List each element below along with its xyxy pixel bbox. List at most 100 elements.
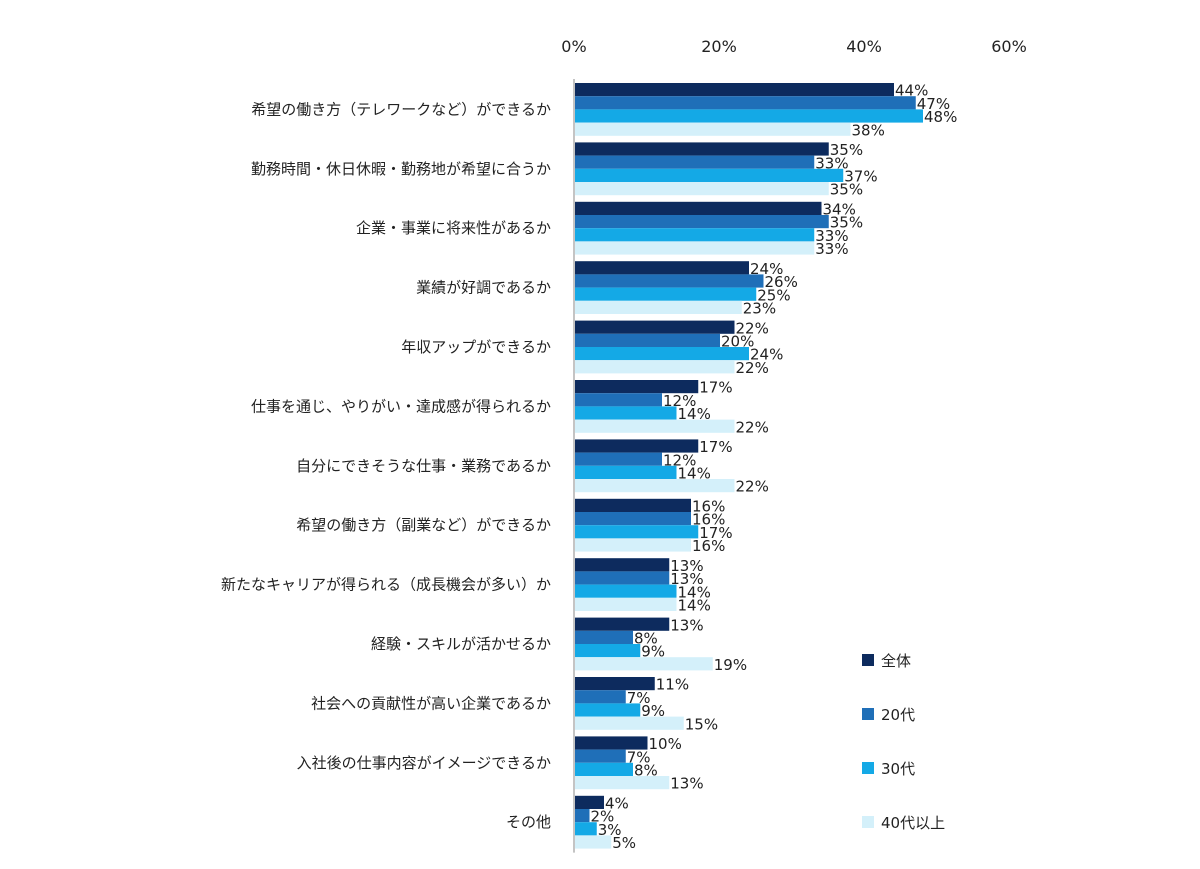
data-label: 33% xyxy=(815,227,848,245)
bar xyxy=(575,380,699,394)
bar xyxy=(575,512,691,526)
x-tick-label: 20% xyxy=(701,37,737,56)
bar xyxy=(575,657,713,671)
data-label: 7% xyxy=(627,748,651,766)
data-label: 35% xyxy=(830,181,863,199)
data-label: 3% xyxy=(598,821,622,839)
data-label: 33% xyxy=(815,154,848,172)
bar xyxy=(575,261,749,275)
bar xyxy=(575,835,612,849)
bar xyxy=(575,690,626,704)
bar xyxy=(575,736,648,750)
data-label: 14% xyxy=(678,405,711,423)
data-label: 44% xyxy=(895,82,928,100)
bar xyxy=(575,96,916,110)
legend-swatch xyxy=(862,708,874,720)
bar xyxy=(575,617,670,631)
category-label: 希望の働き方（副業など）ができるか xyxy=(296,516,551,534)
data-label: 19% xyxy=(714,656,747,674)
category-label: その他 xyxy=(506,813,551,831)
bar xyxy=(575,703,641,717)
bar xyxy=(575,822,597,836)
bar xyxy=(575,584,677,598)
data-label: 13% xyxy=(670,616,703,634)
category-label: 仕事を通じ、やりがい・達成感が得られるか xyxy=(251,397,551,415)
legend-swatch xyxy=(862,654,874,666)
bar xyxy=(575,360,735,374)
category-label: 企業・事業に将来性があるか xyxy=(356,219,551,237)
legend-label: 40代以上 xyxy=(881,814,945,832)
bar xyxy=(575,597,677,611)
bar xyxy=(575,465,677,479)
bar xyxy=(575,347,749,361)
data-label: 13% xyxy=(670,557,703,575)
legend-label: 全体 xyxy=(881,652,911,670)
category-label: 希望の働き方（テレワークなど）ができるか xyxy=(251,100,551,118)
data-label: 16% xyxy=(692,537,725,555)
bar xyxy=(575,274,764,288)
bar xyxy=(575,241,815,255)
data-label: 5% xyxy=(612,834,636,852)
category-label: 年収アップができるか xyxy=(401,338,551,356)
data-label: 35% xyxy=(830,214,863,232)
bar xyxy=(575,168,844,182)
bar xyxy=(575,215,829,229)
data-label: 14% xyxy=(678,597,711,615)
data-label: 14% xyxy=(678,465,711,483)
data-label: 37% xyxy=(844,168,877,186)
bar xyxy=(575,716,684,730)
bar xyxy=(575,182,829,196)
data-label: 47% xyxy=(917,95,950,113)
bar xyxy=(575,419,735,433)
data-label: 13% xyxy=(670,570,703,588)
bar xyxy=(575,571,670,585)
data-label: 16% xyxy=(692,498,725,516)
data-label: 12% xyxy=(663,392,696,410)
bar xyxy=(575,300,742,314)
data-label: 2% xyxy=(591,808,615,826)
bar xyxy=(575,452,662,466)
data-label: 35% xyxy=(830,141,863,159)
data-label: 22% xyxy=(736,319,769,337)
bar xyxy=(575,83,894,97)
bar xyxy=(575,809,590,823)
legend-label: 20代 xyxy=(881,706,915,724)
category-label: 経験・スキルが活かせるか xyxy=(371,635,551,653)
bar xyxy=(575,630,633,644)
data-label: 11% xyxy=(656,676,689,694)
bar xyxy=(575,142,829,156)
data-label: 4% xyxy=(605,795,629,813)
data-label: 38% xyxy=(852,121,885,139)
data-label: 48% xyxy=(924,108,957,126)
x-tick-label: 0% xyxy=(561,37,586,56)
bar xyxy=(575,287,757,301)
legend-swatch xyxy=(862,816,874,828)
bar xyxy=(575,644,641,658)
category-label: 勤務時間・休日休暇・勤務地が希望に合うか xyxy=(251,160,551,178)
data-label: 10% xyxy=(649,735,682,753)
bar xyxy=(575,109,923,123)
data-label: 17% xyxy=(699,524,732,542)
data-label: 16% xyxy=(692,511,725,529)
data-label: 8% xyxy=(634,762,658,780)
data-label: 34% xyxy=(823,201,856,219)
bar xyxy=(575,393,662,407)
data-label: 22% xyxy=(736,418,769,436)
x-tick-label: 40% xyxy=(846,37,882,56)
data-label: 22% xyxy=(736,359,769,377)
bar xyxy=(575,479,735,493)
bar xyxy=(575,749,626,763)
bar xyxy=(575,155,815,169)
data-label: 17% xyxy=(699,438,732,456)
data-label: 17% xyxy=(699,379,732,397)
data-label: 24% xyxy=(750,260,783,278)
bar xyxy=(575,228,815,242)
data-label: 25% xyxy=(757,286,790,304)
bar xyxy=(575,201,822,215)
bar xyxy=(575,677,655,691)
data-label: 9% xyxy=(641,643,665,661)
data-label: 9% xyxy=(641,702,665,720)
category-label: 業績が好調であるか xyxy=(416,279,551,297)
bar xyxy=(575,498,691,512)
